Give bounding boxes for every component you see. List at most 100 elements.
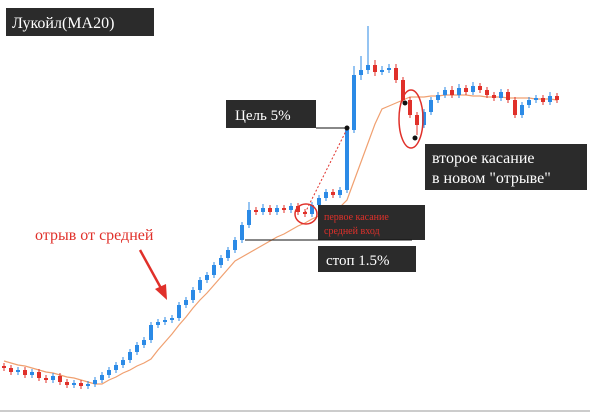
candle-body: [359, 70, 363, 75]
candle-body: [156, 322, 160, 325]
first-touch-ring: [294, 203, 318, 225]
target-box: [226, 100, 316, 128]
second-touch-label: второе касание: [432, 150, 535, 167]
candle-body: [65, 382, 69, 385]
candle-body: [471, 86, 475, 92]
candle-body: [366, 65, 370, 70]
candle-body: [380, 70, 384, 72]
candle-body: [289, 206, 293, 210]
first-touch-box: [318, 205, 425, 240]
candle-body: [205, 275, 209, 280]
candle-body: [345, 130, 349, 190]
candle-body: [324, 192, 328, 198]
candle-body: [86, 384, 90, 386]
candle-body: [492, 95, 496, 98]
candle-body: [16, 370, 20, 372]
candle-body: [436, 95, 440, 100]
candle-body: [415, 115, 419, 125]
candle-body: [464, 88, 468, 92]
candle-body: [268, 208, 272, 212]
candle-body: [121, 360, 125, 365]
candle-body: [401, 80, 405, 100]
candle-body: [100, 375, 104, 380]
candle-body: [191, 290, 195, 300]
candle-body: [338, 190, 342, 195]
breakaway-label: отрыв от средней: [35, 227, 154, 244]
candle-body: [520, 105, 524, 115]
candle-body: [499, 92, 503, 98]
candle-body: [2, 366, 6, 368]
target-label: Цель 5%: [235, 108, 291, 124]
candle-body: [177, 305, 181, 318]
candle-body: [219, 258, 223, 265]
candle-body: [261, 208, 265, 212]
second-touch-box: [425, 144, 587, 190]
candle-body: [527, 100, 531, 105]
chart-title: Лукойл(MA20): [12, 15, 114, 32]
candle-body: [142, 340, 146, 345]
candle-body: [317, 198, 321, 205]
candle-body: [135, 345, 139, 352]
candle-body: [30, 372, 34, 375]
candle-body: [170, 318, 174, 320]
candle-body: [23, 370, 27, 375]
first-touch-label: первое касание: [324, 212, 389, 223]
candle-body: [506, 92, 510, 100]
candle-body: [478, 86, 482, 90]
candle-body: [79, 383, 83, 386]
candle-body: [212, 265, 216, 275]
candle-body: [240, 225, 244, 240]
candle-body: [296, 206, 300, 212]
candle-body: [184, 300, 188, 305]
candle-body: [9, 368, 13, 372]
candle-body: [555, 96, 559, 100]
candle-body: [394, 68, 398, 80]
target-dot: [344, 125, 350, 131]
dot: [412, 135, 418, 141]
candle-body: [534, 98, 538, 100]
stop-label: стоп 1.5%: [326, 253, 390, 269]
candle-body: [450, 90, 454, 95]
candle-body: [331, 192, 335, 195]
candle-body: [408, 100, 412, 115]
candle-body: [373, 65, 377, 72]
candle-body: [422, 112, 426, 125]
candle-body: [282, 208, 286, 210]
candle-body: [149, 325, 153, 340]
candle-body: [93, 380, 97, 384]
title-box: [6, 8, 154, 36]
candle-body: [233, 240, 237, 250]
candle-body: [541, 98, 545, 102]
candle-body: [548, 96, 552, 102]
candle-body: [226, 250, 230, 258]
stop-box: [318, 246, 416, 272]
candle-body: [443, 90, 447, 95]
dot: [402, 100, 408, 106]
candle-body: [163, 320, 167, 322]
arrow-head: [155, 284, 167, 300]
candle-body: [457, 88, 461, 95]
plot: [2, 26, 559, 389]
arrow-shaft: [138, 249, 164, 291]
candle-body: [44, 378, 48, 380]
candle-body: [352, 75, 356, 130]
candle-body: [37, 372, 41, 378]
second-touch-ring: [398, 89, 424, 149]
candle-body: [247, 210, 251, 225]
first-touch-label: средней вход: [324, 226, 380, 237]
second-touch-label: в новом "отрыве": [432, 170, 551, 187]
candle-body: [429, 100, 433, 112]
candle-body: [198, 280, 202, 290]
candle-body: [114, 365, 118, 370]
candle-body: [51, 376, 55, 380]
candle-body: [128, 352, 132, 360]
candle-body: [107, 370, 111, 375]
candle-body: [275, 208, 279, 212]
candle-body: [513, 100, 517, 115]
candle-body: [485, 90, 489, 95]
candle-body: [387, 68, 391, 70]
candle-body: [254, 210, 258, 212]
candle-body: [58, 376, 62, 382]
candle-body: [310, 205, 314, 214]
